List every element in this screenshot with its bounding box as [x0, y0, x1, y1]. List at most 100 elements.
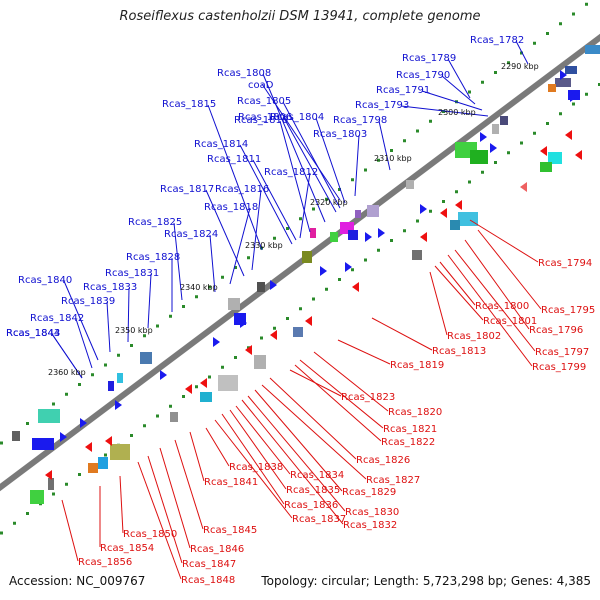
tick-dot — [520, 51, 523, 55]
gene-label-plus: coaD — [248, 80, 274, 91]
gene-arrow — [240, 318, 247, 328]
tick-dot — [247, 256, 250, 260]
gene-label-minus: Rcas_1821 — [383, 424, 437, 435]
kbp-label: 2300 kbp — [438, 108, 476, 117]
gene-label-minus: Rcas_1802 — [447, 331, 501, 342]
gene-label-plus: Rcas_1810 — [234, 115, 288, 126]
gene-block — [88, 463, 98, 473]
gene-block — [330, 232, 338, 242]
gene-arrow — [490, 143, 497, 153]
tick-dot — [26, 512, 29, 515]
tick-dot — [195, 295, 198, 299]
gene-block — [500, 116, 508, 125]
tick-dot — [195, 385, 198, 389]
tick-dot — [442, 110, 445, 113]
tick-dot — [286, 317, 289, 320]
tick-dot — [325, 197, 328, 201]
tick-dot — [416, 129, 419, 133]
tick-dot — [598, 83, 600, 86]
gene-arrow — [520, 182, 527, 192]
tick-dot — [403, 229, 406, 233]
gene-block — [257, 282, 265, 292]
gene-label-minus: Rcas_1799 — [532, 362, 586, 373]
gene-features — [12, 45, 600, 504]
tick-dot — [338, 278, 341, 281]
tick-dot — [585, 92, 588, 96]
tick-dot — [13, 521, 16, 525]
gene-block — [140, 352, 152, 364]
tick-dot — [299, 307, 302, 311]
gene-arrow — [80, 418, 87, 428]
gene-block — [302, 251, 312, 263]
accession-label: Accession: NC_009767 — [9, 574, 146, 588]
tick-dot — [104, 363, 107, 367]
tick-dot — [546, 32, 549, 35]
tick-dot — [143, 424, 146, 428]
gene-arrow — [560, 70, 567, 80]
tick-dot — [221, 275, 224, 279]
gene-label-plus: Rcas_1814 — [194, 139, 248, 150]
gene-label-minus: Rcas_1829 — [342, 487, 396, 498]
tick-dot — [546, 122, 549, 125]
tick-dot — [182, 305, 185, 308]
kbp-label: 2320 kbp — [310, 198, 348, 207]
gene-arrow — [305, 316, 312, 326]
tick-dot — [52, 402, 55, 406]
gene-label-plus: Rcas_1840 — [18, 275, 72, 286]
gene-block — [228, 298, 240, 310]
gene-label-plus: Rcas_1793 — [355, 100, 409, 111]
gene-arrow — [185, 384, 192, 394]
gene-label-minus: Rcas_1822 — [381, 437, 435, 448]
tick-dot — [0, 531, 3, 535]
tick-dot — [403, 139, 406, 143]
gene-label-minus: Rcas_1848 — [181, 575, 235, 586]
gene-arrow — [270, 280, 277, 290]
gene-arrow — [455, 200, 462, 210]
genome-title: Roseiflexus castenholzii DSM 13941, comp… — [119, 9, 481, 24]
tick-dot — [559, 112, 562, 116]
tick-dot — [494, 161, 497, 164]
tick-dot — [468, 90, 471, 94]
gene-block — [170, 412, 178, 422]
gene-arrow — [320, 266, 327, 276]
kbp-label: 2340 kbp — [180, 283, 218, 292]
gene-label-plus: Rcas_1831 — [105, 268, 159, 279]
gene-arrow — [420, 232, 427, 242]
tick-dot — [221, 365, 224, 369]
gene-label-minus: Rcas_1823 — [341, 392, 395, 403]
tick-dot — [390, 239, 393, 242]
gene-label-plus: Rcas_1805 — [237, 96, 291, 107]
tick-dot — [260, 336, 263, 340]
gene-arrow — [85, 442, 92, 452]
tick-dot — [351, 268, 354, 272]
tick-dot — [338, 188, 341, 191]
gene-label-plus: Rcas_1806 — [238, 112, 292, 123]
gene-label-minus: Rcas_1826 — [356, 455, 410, 466]
gene-arrow — [378, 228, 385, 238]
gene-arrow — [575, 150, 582, 160]
gene-block — [540, 162, 552, 172]
gene-label-minus: Rcas_1827 — [366, 475, 420, 486]
tick-dot — [481, 170, 484, 174]
gene-block — [310, 228, 316, 238]
gene-arrow — [565, 130, 572, 140]
gene-label-plus: Rcas_1790 — [396, 70, 450, 81]
gene-label-minus: Rcas_1845 — [203, 525, 257, 536]
tick-dot — [507, 151, 510, 155]
tick-dot — [208, 285, 211, 289]
tick-dot — [78, 473, 81, 476]
gene-block — [38, 409, 60, 423]
tick-dot — [468, 180, 471, 184]
tick-dot — [78, 383, 81, 386]
tick-dot — [455, 190, 458, 194]
tick-dot — [442, 200, 445, 203]
gene-label-minus: Rcas_1830 — [345, 507, 399, 518]
tick-dot — [533, 131, 536, 135]
tick-dot — [0, 441, 3, 445]
gene-label-minus: Rcas_1836 — [284, 500, 338, 511]
gene-block — [492, 124, 499, 134]
gene-arrow — [160, 370, 167, 380]
tick-dot — [65, 392, 68, 396]
gene-label-plus: Rcas_1824 — [164, 229, 218, 240]
gene-label-plus: Rcas_1782 — [470, 35, 524, 46]
